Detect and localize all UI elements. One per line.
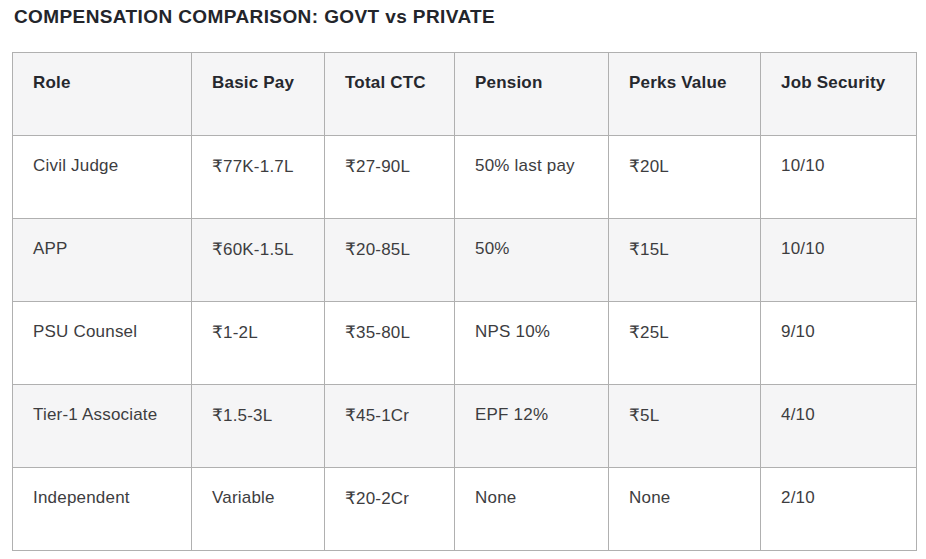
cell-job-security: 10/10 (761, 219, 917, 302)
cell-role: APP (13, 219, 192, 302)
column-header-job-security: Job Security (761, 53, 917, 136)
cell-pension: NPS 10% (455, 302, 609, 385)
table-header: Role Basic Pay Total CTC Pension Perks V… (13, 53, 917, 136)
cell-pension: EPF 12% (455, 385, 609, 468)
cell-perks-value: ₹15L (609, 219, 761, 302)
cell-role: Independent (13, 468, 192, 551)
column-header-pension: Pension (455, 53, 609, 136)
cell-total-ctc: ₹27-90L (325, 136, 455, 219)
cell-total-ctc: ₹20-2Cr (325, 468, 455, 551)
cell-job-security: 2/10 (761, 468, 917, 551)
column-header-basic-pay: Basic Pay (192, 53, 325, 136)
table-row-tier1-associate: Tier-1 Associate ₹1.5-3L ₹45-1Cr EPF 12%… (13, 385, 917, 468)
column-header-total-ctc: Total CTC (325, 53, 455, 136)
cell-total-ctc: ₹45-1Cr (325, 385, 455, 468)
page-title: COMPENSATION COMPARISON: GOVT vs PRIVATE (14, 6, 495, 28)
cell-basic-pay: Variable (192, 468, 325, 551)
table-row-independent: Independent Variable ₹20-2Cr None None 2… (13, 468, 917, 551)
cell-basic-pay: ₹1.5-3L (192, 385, 325, 468)
cell-perks-value: ₹5L (609, 385, 761, 468)
cell-job-security: 10/10 (761, 136, 917, 219)
cell-pension: 50% last pay (455, 136, 609, 219)
cell-total-ctc: ₹35-80L (325, 302, 455, 385)
cell-basic-pay: ₹77K-1.7L (192, 136, 325, 219)
page: COMPENSATION COMPARISON: GOVT vs PRIVATE… (0, 0, 926, 559)
column-header-perks-value: Perks Value (609, 53, 761, 136)
cell-role: PSU Counsel (13, 302, 192, 385)
cell-perks-value: ₹20L (609, 136, 761, 219)
table-row-psu-counsel: PSU Counsel ₹1-2L ₹35-80L NPS 10% ₹25L 9… (13, 302, 917, 385)
table-body: Civil Judge ₹77K-1.7L ₹27-90L 50% last p… (13, 136, 917, 551)
table-row-civil-judge: Civil Judge ₹77K-1.7L ₹27-90L 50% last p… (13, 136, 917, 219)
column-header-role: Role (13, 53, 192, 136)
cell-pension: 50% (455, 219, 609, 302)
table-row-app: APP ₹60K-1.5L ₹20-85L 50% ₹15L 10/10 (13, 219, 917, 302)
cell-role: Civil Judge (13, 136, 192, 219)
cell-perks-value: ₹25L (609, 302, 761, 385)
cell-basic-pay: ₹60K-1.5L (192, 219, 325, 302)
cell-total-ctc: ₹20-85L (325, 219, 455, 302)
cell-perks-value: None (609, 468, 761, 551)
compensation-comparison-table: Role Basic Pay Total CTC Pension Perks V… (12, 52, 917, 551)
cell-job-security: 9/10 (761, 302, 917, 385)
cell-basic-pay: ₹1-2L (192, 302, 325, 385)
cell-role: Tier-1 Associate (13, 385, 192, 468)
cell-job-security: 4/10 (761, 385, 917, 468)
header-row: Role Basic Pay Total CTC Pension Perks V… (13, 53, 917, 136)
cell-pension: None (455, 468, 609, 551)
